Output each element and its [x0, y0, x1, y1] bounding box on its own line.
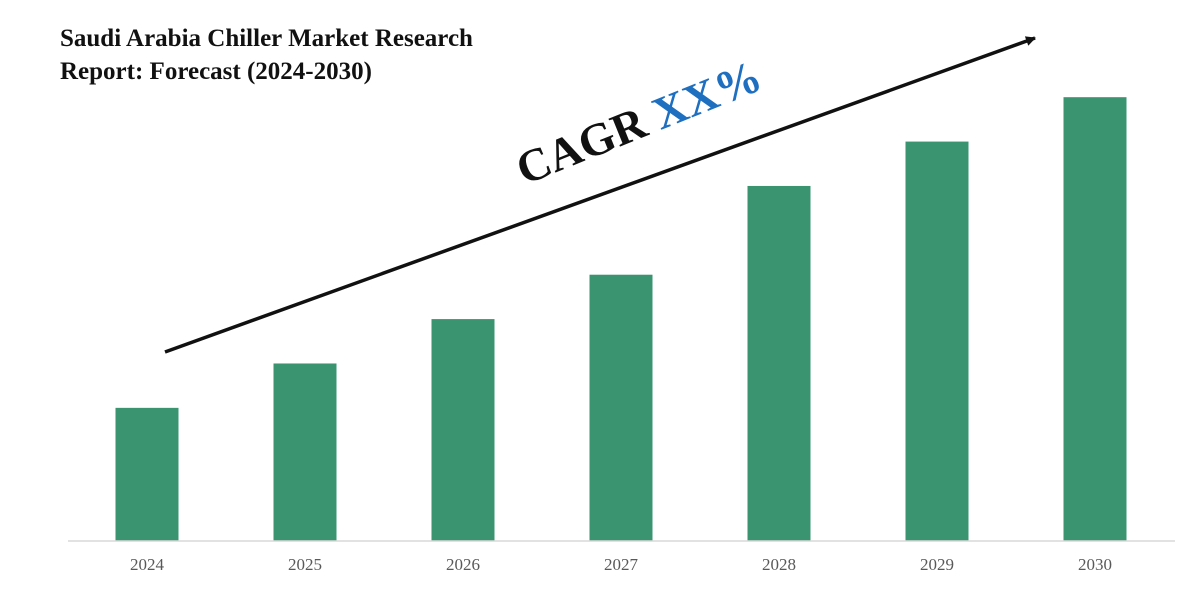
bar-2024 — [115, 407, 179, 541]
chart-title: Saudi Arabia Chiller Market Research Rep… — [60, 25, 473, 85]
x-tick-labels: 2024 2025 2026 2027 2028 2029 2030 — [130, 555, 1112, 574]
x-tick-label-2025: 2025 — [288, 555, 322, 574]
x-tick-label-2024: 2024 — [130, 555, 165, 574]
bars-group — [115, 97, 1127, 542]
x-tick-label-2027: 2027 — [604, 555, 639, 574]
bar-2030 — [1063, 97, 1127, 541]
bar-2027 — [589, 274, 653, 541]
bar-2029 — [905, 141, 969, 542]
bar-2025 — [273, 363, 337, 541]
x-tick-label-2028: 2028 — [762, 555, 796, 574]
growth-arrow — [164, 36, 1036, 354]
x-tick-label-2030: 2030 — [1078, 555, 1112, 574]
x-tick-label-2029: 2029 — [920, 555, 954, 574]
bar-2026 — [431, 319, 495, 541]
bar-2028 — [747, 185, 811, 541]
x-tick-label-2026: 2026 — [446, 555, 480, 574]
